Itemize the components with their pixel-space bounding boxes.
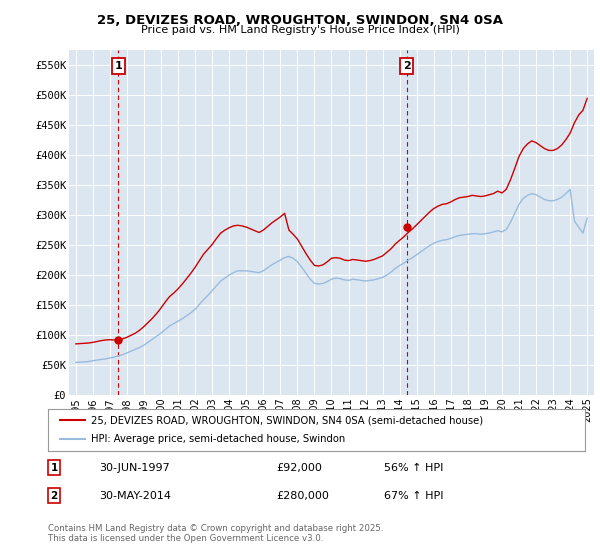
Text: 30-JUN-1997: 30-JUN-1997 xyxy=(99,463,170,473)
Text: £92,000: £92,000 xyxy=(276,463,322,473)
Text: 1: 1 xyxy=(115,61,122,71)
Text: Contains HM Land Registry data © Crown copyright and database right 2025.
This d: Contains HM Land Registry data © Crown c… xyxy=(48,524,383,543)
Text: 25, DEVIZES ROAD, WROUGHTON, SWINDON, SN4 0SA (semi-detached house): 25, DEVIZES ROAD, WROUGHTON, SWINDON, SN… xyxy=(91,415,483,425)
Text: 25, DEVIZES ROAD, WROUGHTON, SWINDON, SN4 0SA: 25, DEVIZES ROAD, WROUGHTON, SWINDON, SN… xyxy=(97,14,503,27)
Text: 2: 2 xyxy=(403,61,411,71)
Text: 67% ↑ HPI: 67% ↑ HPI xyxy=(384,491,443,501)
Text: 1: 1 xyxy=(50,463,58,473)
Text: 56% ↑ HPI: 56% ↑ HPI xyxy=(384,463,443,473)
Text: 2: 2 xyxy=(50,491,58,501)
Text: HPI: Average price, semi-detached house, Swindon: HPI: Average price, semi-detached house,… xyxy=(91,435,345,445)
Text: Price paid vs. HM Land Registry's House Price Index (HPI): Price paid vs. HM Land Registry's House … xyxy=(140,25,460,35)
Text: £280,000: £280,000 xyxy=(276,491,329,501)
Text: 30-MAY-2014: 30-MAY-2014 xyxy=(99,491,171,501)
